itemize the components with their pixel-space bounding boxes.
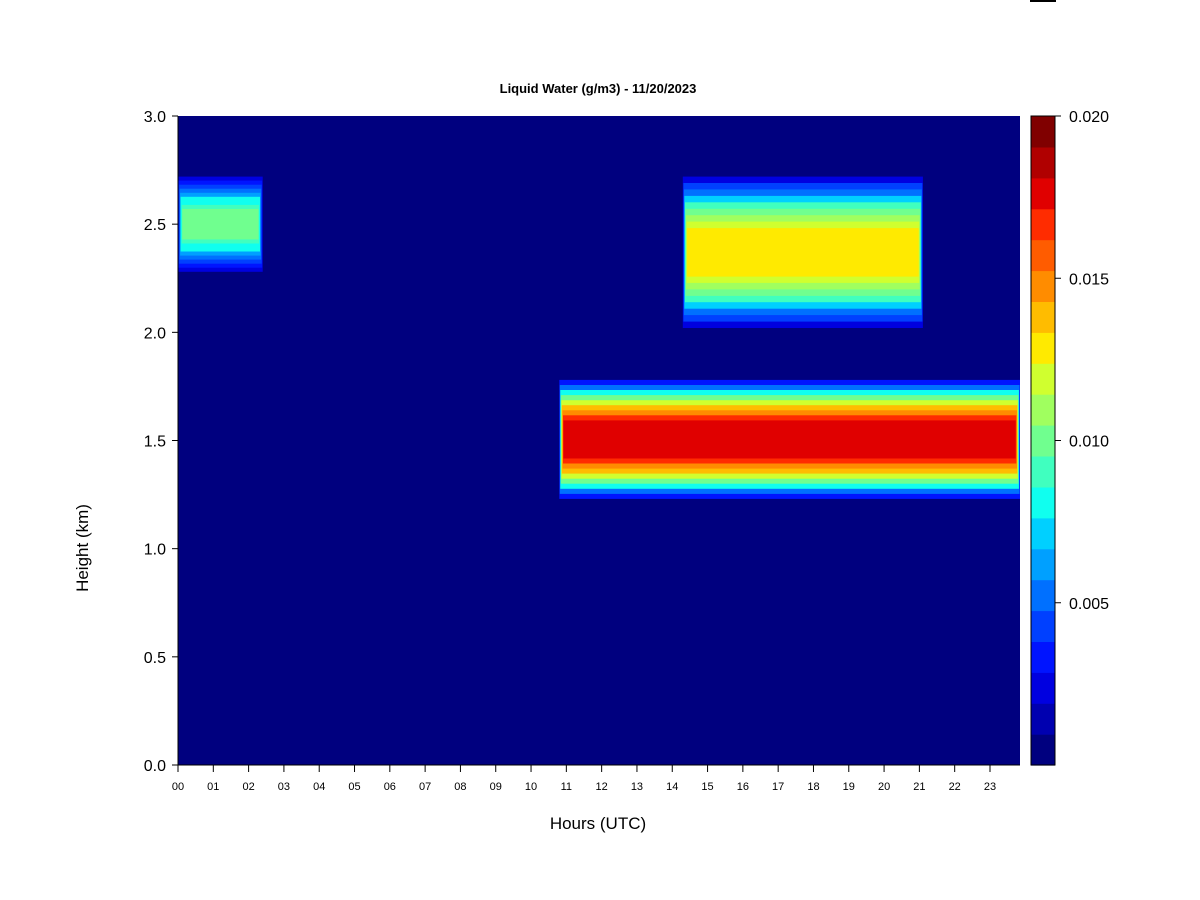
colorbar-tick-label: 0.010 — [1069, 434, 1109, 451]
x-tick-label: 09 — [490, 781, 502, 793]
corner-mark — [1030, 0, 1056, 2]
x-tick-label: 22 — [949, 781, 961, 793]
y-axis-label: Height (km) — [73, 504, 92, 592]
colorbar-swatch — [1031, 394, 1055, 426]
x-tick-label: 17 — [772, 781, 784, 793]
x-tick-label: 08 — [454, 781, 466, 793]
chart-title: Liquid Water (g/m3) - 11/20/2023 — [500, 81, 697, 96]
x-tick-label: 18 — [807, 781, 819, 793]
colorbar-swatch — [1031, 517, 1055, 550]
x-tick-label: 01 — [207, 781, 219, 793]
x-tick-label: 05 — [348, 781, 360, 793]
x-tick-label: 12 — [596, 781, 608, 793]
x-tick-label: 15 — [701, 781, 713, 793]
heat-cells — [178, 176, 1020, 499]
x-tick-label: 02 — [242, 781, 254, 793]
x-tick-label: 21 — [913, 781, 925, 793]
colorbar-swatch — [1031, 270, 1055, 302]
y-tick-label: 0.0 — [144, 758, 166, 775]
heat-cell — [564, 425, 1016, 454]
x-tick-label: 00 — [172, 781, 184, 793]
x-tick-label: 14 — [666, 781, 678, 793]
colorbar-swatch — [1031, 734, 1055, 766]
colorbar-tick-label: 0.020 — [1069, 109, 1109, 126]
y-axis: 0.0 0.5 1.0 1.5 2.0 2.5 3.0 — [144, 109, 178, 775]
colorbar-swatch — [1031, 363, 1055, 395]
x-tick-label: 07 — [419, 781, 431, 793]
colorbar-tick-label: 0.015 — [1069, 271, 1109, 288]
colorbar-swatch — [1031, 332, 1055, 364]
colorbar-swatch — [1031, 486, 1055, 519]
x-tick-label: 16 — [737, 781, 749, 793]
x-tick-label: 20 — [878, 781, 890, 793]
colorbar-tick-label: 0.005 — [1069, 596, 1109, 613]
colorbar-swatch — [1031, 456, 1055, 488]
colorbar-swatch — [1031, 239, 1055, 272]
x-tick-label: 06 — [384, 781, 396, 793]
y-tick-label: 2.0 — [144, 325, 166, 342]
x-tick-label: 23 — [984, 781, 996, 793]
x-tick-label: 19 — [843, 781, 855, 793]
colorbar-swatch — [1031, 703, 1055, 735]
heat-cell — [687, 234, 919, 271]
colorbar-swatch — [1031, 146, 1055, 179]
colorbar-swatch — [1031, 208, 1055, 241]
colorbar-swatch — [1031, 116, 1055, 148]
x-tick-label: 03 — [278, 781, 290, 793]
x-tick-label: 04 — [313, 781, 325, 793]
x-axis: 00 01 02 03 04 05 06 07 08 09 10 11 12 13 14 15 16 17 18 19… — [172, 764, 1020, 793]
colorbar-swatch — [1031, 548, 1055, 581]
x-axis-label: Hours (UTC) — [550, 814, 646, 833]
heat-cell — [182, 213, 258, 236]
y-tick-label: 0.5 — [144, 650, 166, 667]
y-tick-label: 2.5 — [144, 217, 166, 234]
y-tick-label: 1.0 — [144, 542, 166, 559]
x-tick-label: 13 — [631, 781, 643, 793]
plot-area — [177, 116, 1020, 765]
colorbar-swatch — [1031, 301, 1055, 333]
colorbar-swatch — [1031, 672, 1055, 704]
colorbar-swatch — [1031, 579, 1055, 612]
colorbar-swatch — [1031, 425, 1055, 457]
x-tick-label: 11 — [561, 781, 572, 793]
colorbar-swatch — [1031, 641, 1055, 673]
colorbar: 0.005 0.010 0.015 0.020 — [1030, 109, 1109, 766]
colorbar-swatch — [1031, 177, 1055, 210]
y-tick-label: 3.0 — [144, 109, 166, 126]
x-tick-label: 10 — [525, 781, 537, 793]
y-tick-label: 1.5 — [144, 434, 166, 451]
colorbar-swatch — [1031, 610, 1055, 642]
